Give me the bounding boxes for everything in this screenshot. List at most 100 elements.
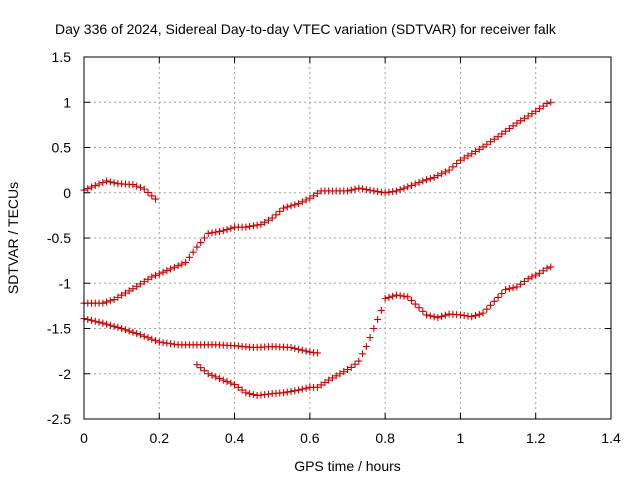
data-point bbox=[148, 273, 156, 281]
data-point bbox=[193, 361, 201, 369]
data-point bbox=[313, 189, 321, 197]
data-point bbox=[532, 271, 540, 279]
data-point bbox=[528, 110, 536, 118]
data-point bbox=[246, 390, 254, 398]
data-point bbox=[298, 385, 306, 393]
x-axis-label: GPS time / hours bbox=[294, 458, 401, 474]
data-point bbox=[88, 316, 96, 324]
data-point bbox=[434, 172, 442, 180]
data-point bbox=[140, 278, 148, 286]
data-point bbox=[227, 379, 235, 387]
data-point bbox=[140, 332, 148, 340]
data-point bbox=[524, 112, 532, 120]
data-point bbox=[291, 387, 299, 395]
data-point bbox=[370, 325, 378, 332]
data-point bbox=[129, 328, 137, 336]
data-point bbox=[283, 203, 291, 211]
y-tick-label: -1 bbox=[59, 275, 72, 291]
axes: 0 0.2 0.4 0.6 0.8 1 1.2 1.4 1.5 1 0.5 0 -0.5 -1 -1.5 -2… bbox=[47, 49, 621, 446]
data-point bbox=[456, 311, 464, 319]
data-point bbox=[152, 271, 160, 279]
data-point bbox=[99, 299, 107, 307]
x-tick-label: 0 bbox=[80, 430, 88, 446]
data-point bbox=[494, 293, 502, 301]
data-point bbox=[88, 183, 96, 191]
data-point bbox=[415, 304, 423, 312]
data-point bbox=[471, 312, 479, 320]
data-point bbox=[152, 195, 160, 203]
data-point bbox=[520, 277, 528, 285]
data-point bbox=[355, 184, 363, 192]
data-point bbox=[362, 186, 370, 194]
series-2 bbox=[80, 98, 555, 307]
data-point bbox=[306, 348, 314, 356]
data-point bbox=[453, 159, 461, 167]
data-point bbox=[125, 327, 133, 335]
data-point bbox=[91, 317, 99, 325]
data-point bbox=[340, 368, 348, 376]
data-point bbox=[543, 264, 551, 272]
data-point bbox=[445, 166, 453, 174]
x-tick-label: 0.2 bbox=[150, 430, 170, 446]
series-3 bbox=[80, 315, 321, 357]
data-point bbox=[295, 200, 303, 208]
y-tick-label: -1.5 bbox=[47, 321, 71, 337]
data-point bbox=[306, 194, 314, 202]
data-point bbox=[197, 364, 205, 372]
y-tick-label: -2 bbox=[59, 366, 72, 382]
data-point bbox=[362, 343, 370, 351]
chart-title: Day 336 of 2024, Sidereal Day-to-day VTE… bbox=[55, 21, 557, 37]
data-point bbox=[95, 180, 103, 188]
data-point bbox=[385, 293, 393, 301]
data-point bbox=[227, 224, 235, 232]
data-point bbox=[152, 337, 160, 345]
data-point bbox=[99, 178, 107, 186]
y-tick-label: 0.5 bbox=[52, 140, 72, 156]
data-point bbox=[438, 170, 446, 178]
data-point bbox=[400, 184, 408, 192]
data-point bbox=[310, 192, 318, 200]
data-point bbox=[423, 176, 431, 184]
x-tick-label: 0.4 bbox=[225, 430, 245, 446]
data-point bbox=[498, 130, 506, 138]
data-point bbox=[287, 344, 295, 352]
data-point bbox=[84, 315, 92, 323]
data-point bbox=[505, 285, 513, 293]
data-point bbox=[528, 273, 536, 281]
series-4 bbox=[193, 263, 555, 399]
data-point bbox=[456, 156, 464, 164]
data-point bbox=[543, 100, 551, 108]
data-point bbox=[114, 323, 122, 331]
data-point bbox=[407, 296, 415, 304]
data-point bbox=[185, 253, 193, 261]
data-point bbox=[110, 179, 118, 187]
data-point bbox=[490, 135, 498, 143]
data-point bbox=[325, 376, 333, 384]
data-point bbox=[389, 292, 397, 300]
data-point bbox=[298, 198, 306, 206]
data-point bbox=[242, 223, 250, 231]
data-point bbox=[426, 175, 434, 183]
data-point bbox=[140, 185, 148, 193]
data-point bbox=[133, 330, 141, 338]
data-point bbox=[291, 344, 299, 352]
data-point bbox=[441, 168, 449, 176]
data-marks bbox=[80, 98, 555, 399]
data-point bbox=[407, 182, 415, 190]
data-point bbox=[389, 188, 397, 196]
data-point bbox=[328, 374, 336, 382]
data-point bbox=[125, 287, 133, 295]
data-point bbox=[223, 378, 231, 386]
data-point bbox=[121, 289, 129, 297]
data-point bbox=[200, 234, 208, 242]
data-point bbox=[106, 321, 114, 329]
data-point bbox=[347, 363, 355, 371]
data-point bbox=[170, 263, 178, 271]
data-point bbox=[298, 346, 306, 354]
data-point bbox=[539, 102, 547, 110]
data-point bbox=[494, 133, 502, 141]
data-point bbox=[359, 185, 367, 193]
data-point bbox=[377, 306, 385, 314]
data-point bbox=[287, 202, 295, 210]
data-point bbox=[163, 267, 171, 275]
